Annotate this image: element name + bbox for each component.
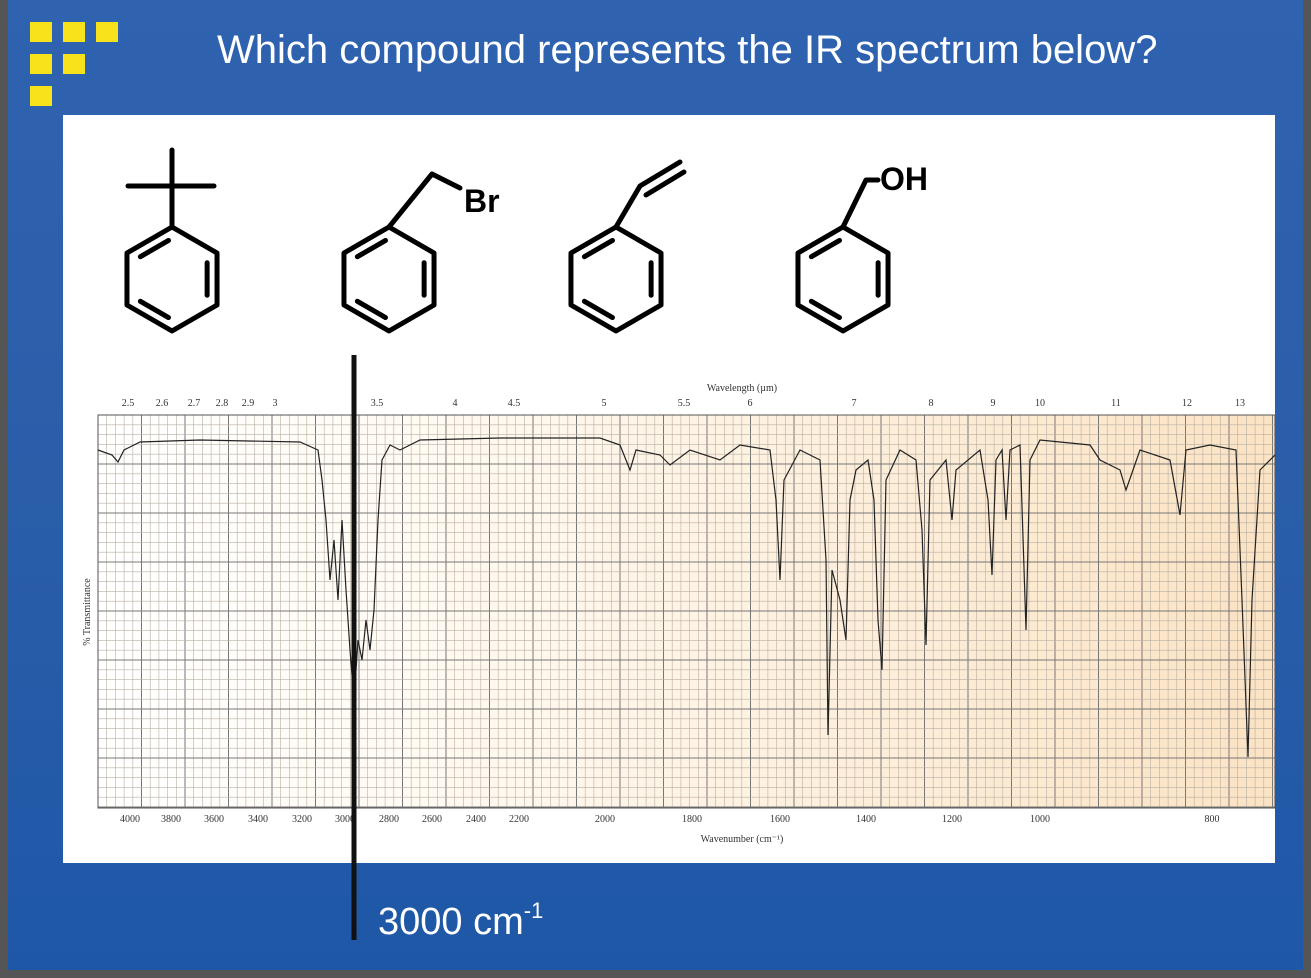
bond [840, 177, 881, 230]
axis-title: Wavelength (µm) [707, 383, 777, 394]
structures [124, 147, 891, 334]
logo [30, 22, 118, 106]
double-bond [354, 298, 388, 321]
wavenumber-tick-label: 800 [1205, 814, 1220, 825]
wavelength-tick-label: 2.6 [156, 398, 169, 409]
double-bond [354, 237, 388, 260]
wavenumber-tick-label: 1000 [1030, 814, 1050, 825]
annotation-superscript: -1 [524, 898, 544, 923]
benzene-ring [124, 224, 220, 334]
wavenumber-tick-label: 3400 [248, 814, 268, 825]
wavelength-tick-label: 11 [1111, 398, 1121, 409]
bond [613, 159, 683, 230]
double-bond [581, 237, 615, 260]
annotation-text: 3000 cm [378, 901, 524, 943]
substituent-label: OH [880, 161, 928, 197]
grid [97, 414, 1276, 809]
double-bond [808, 298, 842, 321]
wavenumber-tick-label: 3800 [161, 814, 181, 825]
wavenumber-tick-label: 2400 [466, 814, 486, 825]
wavenumber-tick-label: 2000 [595, 814, 615, 825]
wavelength-tick-label: 3.5 [371, 398, 384, 409]
wavelength-tick-label: 13 [1235, 398, 1245, 409]
bond [643, 169, 687, 198]
bond [386, 171, 463, 230]
wavelength-tick-label: 2.7 [188, 398, 201, 409]
wavelength-tick-label: 6 [748, 398, 753, 409]
wavelength-tick-label: 4 [453, 398, 458, 409]
wavelength-tick-label: 7 [852, 398, 857, 409]
wavelength-tick-label: 4.5 [508, 398, 521, 409]
wavenumber-tick-label: 2600 [422, 814, 442, 825]
wavenumber-tick-label: 3600 [204, 814, 224, 825]
double-bond [808, 237, 842, 260]
substituent-label: Br [464, 183, 500, 219]
spectrum-curve [97, 437, 1276, 758]
wavenumber-tick-label: 3200 [292, 814, 312, 825]
wavelength-tick-label: 2.9 [242, 398, 255, 409]
double-bond [137, 298, 171, 321]
double-bond [581, 298, 615, 321]
axis-title: % Transmittance [82, 578, 93, 646]
wavelength-tick-label: 8 [929, 398, 934, 409]
wavenumber-tick-label: 1200 [942, 814, 962, 825]
wavelength-tick-label: 2.5 [122, 398, 135, 409]
wavelength-tick-label: 5 [602, 398, 607, 409]
slide-title: Which compound represents the IR spectru… [217, 28, 1157, 72]
wavelength-tick-label: 9 [991, 398, 996, 409]
benzene-ring [341, 224, 437, 334]
wavelength-tick-label: 3 [273, 398, 278, 409]
annotation: 3000 cm-1 [378, 898, 543, 943]
wavelength-tick-label: 10 [1035, 398, 1045, 409]
wavenumber-tick-label: 1400 [856, 814, 876, 825]
wavelength-tick-label: 2.8 [216, 398, 229, 409]
wavenumber-tick-label: 2200 [509, 814, 529, 825]
double-bond [137, 237, 171, 260]
wavenumber-tick-label: 2800 [379, 814, 399, 825]
wavelength-tick-label: 12 [1182, 398, 1192, 409]
wavenumber-tick-label: 1600 [770, 814, 790, 825]
benzene-ring [795, 224, 891, 334]
tick-labels: 2.5 2.6 2.7 2.8 2.9 3 3.5 4 4.5 5 5.5 6 7 8 9 10 11 12 13 4… [120, 398, 1245, 825]
wavenumber-tick-label: 1800 [682, 814, 702, 825]
wavenumber-tick-label: 3000 [335, 814, 355, 825]
wavelength-tick-label: 5.5 [678, 398, 691, 409]
benzene-ring [568, 224, 664, 334]
wavenumber-tick-label: 4000 [120, 814, 140, 825]
axis-title: Wavenumber (cm⁻¹) [701, 834, 784, 845]
plot-border [97, 414, 1276, 809]
